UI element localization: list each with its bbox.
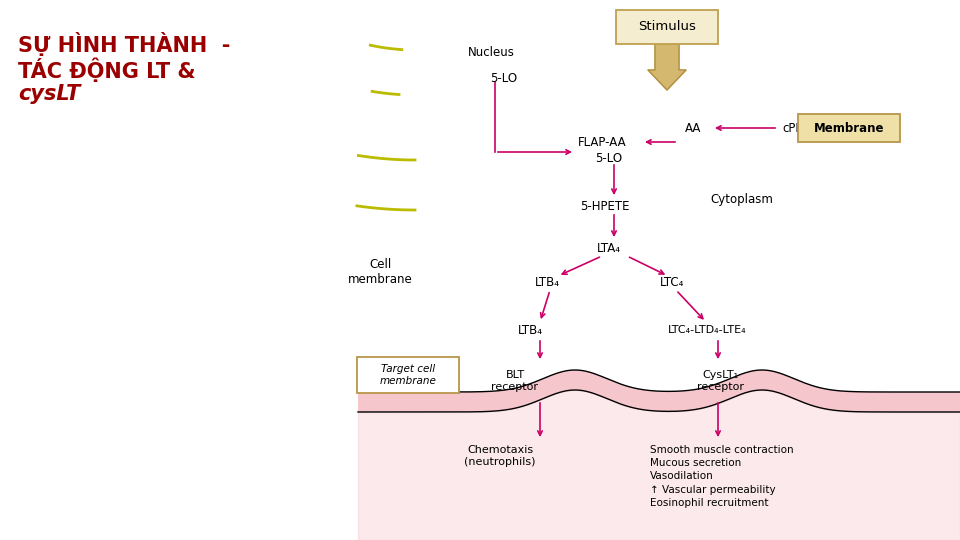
Text: 5-LO: 5-LO: [595, 152, 622, 165]
Text: SỰ HÌNH THÀNH  -: SỰ HÌNH THÀNH -: [18, 32, 230, 56]
Text: Chemotaxis
(neutrophils): Chemotaxis (neutrophils): [465, 445, 536, 467]
Polygon shape: [358, 370, 960, 412]
FancyBboxPatch shape: [616, 10, 718, 44]
Text: CysLT₁
receptor: CysLT₁ receptor: [697, 370, 743, 392]
Polygon shape: [648, 42, 686, 90]
Text: 5-LO: 5-LO: [490, 71, 517, 84]
Text: 5-HPETE: 5-HPETE: [580, 200, 630, 213]
Text: Smooth muscle contraction
Mucous secretion
Vasodilation
↑ Vascular permeability
: Smooth muscle contraction Mucous secreti…: [650, 445, 794, 508]
Text: Nucleus: Nucleus: [468, 45, 515, 58]
Text: Target cell
membrane: Target cell membrane: [379, 364, 437, 386]
Text: LTC₄: LTC₄: [660, 275, 684, 288]
Text: FLAP-AA: FLAP-AA: [578, 136, 627, 148]
Text: cysLT: cysLT: [18, 84, 81, 104]
FancyBboxPatch shape: [798, 114, 900, 142]
Text: LTA₄: LTA₄: [597, 241, 621, 254]
Text: Cytoplasm: Cytoplasm: [710, 193, 773, 206]
Text: LTB₄: LTB₄: [535, 275, 560, 288]
Text: Membrane: Membrane: [814, 122, 884, 134]
Text: cPLA₂: cPLA₂: [782, 122, 815, 134]
Text: LTB₄: LTB₄: [518, 323, 543, 336]
Text: Cell
membrane: Cell membrane: [348, 258, 413, 286]
Text: TÁC ĐỘNG LT &: TÁC ĐỘNG LT &: [18, 58, 196, 83]
Text: Stimulus: Stimulus: [638, 21, 696, 33]
Text: AA: AA: [685, 122, 702, 134]
Text: LTC₄-LTD₄-LTE₄: LTC₄-LTD₄-LTE₄: [668, 325, 747, 335]
FancyBboxPatch shape: [357, 357, 459, 393]
Text: BLT
receptor: BLT receptor: [492, 370, 539, 392]
